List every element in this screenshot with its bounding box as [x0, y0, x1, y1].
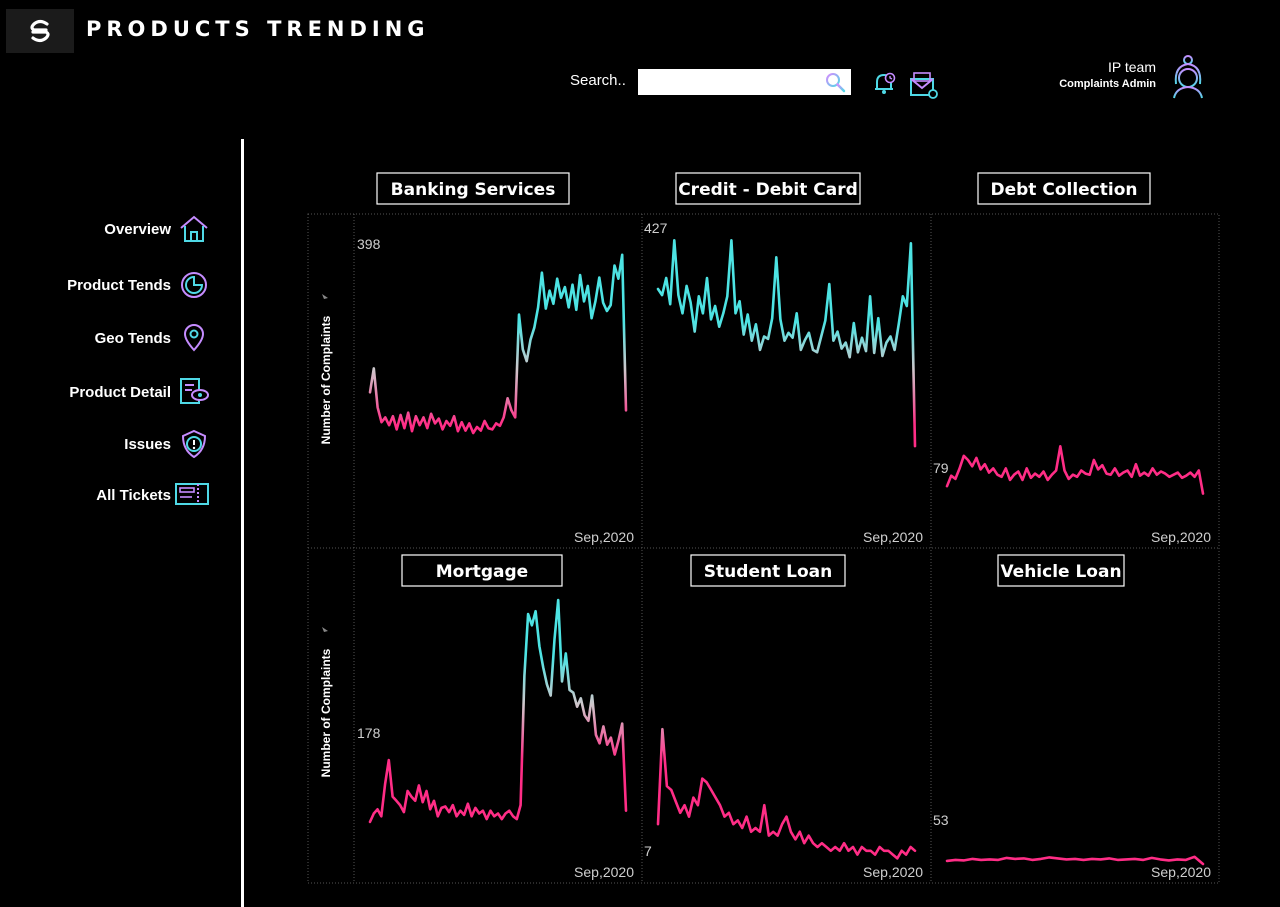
pin-icon: [322, 627, 328, 632]
bell-clock-icon[interactable]: [871, 69, 899, 97]
y-axis-label: Number of Complaints: [319, 315, 333, 444]
series-line: [656, 239, 917, 448]
pin-icon: [322, 294, 328, 299]
nav-item-label: Product Detail: [69, 384, 171, 401]
panel-title: Credit - Debit Card: [678, 180, 858, 200]
chart-circle-icon: [181, 272, 207, 298]
nav-item-overview[interactable]: Overview: [0, 213, 216, 247]
nav-item-product-tends[interactable]: Product Tends: [0, 269, 216, 303]
nav-item-product-detail[interactable]: Product Detail: [0, 376, 216, 410]
search-icon[interactable]: [823, 70, 847, 94]
mail-settings-icon[interactable]: [909, 71, 941, 101]
series-line: [656, 727, 917, 860]
page-title: PRODUCTS TRENDING: [86, 17, 430, 41]
nav-item-label: Geo Tends: [94, 330, 171, 347]
logo-icon: [30, 19, 50, 43]
series-line: [368, 598, 628, 824]
nav-item-label: Product Tends: [67, 277, 171, 294]
panel-title: Mortgage: [436, 562, 528, 582]
map-pin-icon: [183, 324, 205, 352]
panel-title: Debt Collection: [990, 180, 1137, 200]
nav-item-label: Overview: [104, 221, 171, 238]
app-logo[interactable]: [6, 9, 74, 53]
user-name: IP team: [1108, 59, 1156, 75]
panel-title-box: [376, 172, 570, 205]
nav-divider: [241, 139, 244, 907]
max-value-label: 178: [357, 725, 381, 741]
x-tick-label: Sep,2020: [863, 529, 923, 545]
x-tick-label: Sep,2020: [574, 529, 634, 545]
nav-item-label: Issues: [124, 436, 171, 453]
max-value-label: 79: [933, 460, 949, 476]
user-role: Complaints Admin: [1059, 78, 1156, 90]
max-value-label: 53: [933, 812, 949, 828]
panel-title-box: [690, 554, 846, 587]
panel-title-box: [977, 172, 1151, 205]
avatar-icon[interactable]: [1168, 54, 1208, 100]
document-eye-icon: [180, 378, 209, 404]
panel-title-box: [675, 172, 861, 205]
max-value-label: 7: [644, 843, 652, 859]
series-line: [368, 253, 628, 435]
x-tick-label: Sep,2020: [1151, 864, 1211, 880]
max-value-label: 427: [644, 220, 668, 236]
x-tick-label: Sep,2020: [574, 864, 634, 880]
y-axis-label: Number of Complaints: [319, 648, 333, 777]
search-input[interactable]: [638, 69, 830, 95]
panel-title: Vehicle Loan: [1000, 562, 1121, 582]
ticket-icon: [175, 483, 209, 505]
nav-item-all-tickets[interactable]: All Tickets: [0, 479, 216, 513]
panel-title-box: [997, 554, 1125, 587]
search-label: Search..: [570, 72, 626, 89]
panel-title: Banking Services: [391, 180, 556, 200]
x-tick-label: Sep,2020: [863, 864, 923, 880]
max-value-label: 398: [357, 236, 381, 252]
shield-alert-icon: [181, 429, 207, 459]
chart-frame: [307, 213, 1220, 884]
series-line: [945, 444, 1205, 495]
panel-title-box: [401, 554, 563, 587]
panel-title: Student Loan: [704, 562, 832, 582]
nav-item-issues[interactable]: Issues: [0, 428, 216, 462]
series-line: [945, 855, 1205, 866]
nav-item-label: All Tickets: [96, 487, 171, 504]
nav-item-geo-tends[interactable]: Geo Tends: [0, 322, 216, 356]
x-tick-label: Sep,2020: [1151, 529, 1211, 545]
search-field[interactable]: [638, 69, 851, 95]
house-icon: [180, 215, 208, 242]
